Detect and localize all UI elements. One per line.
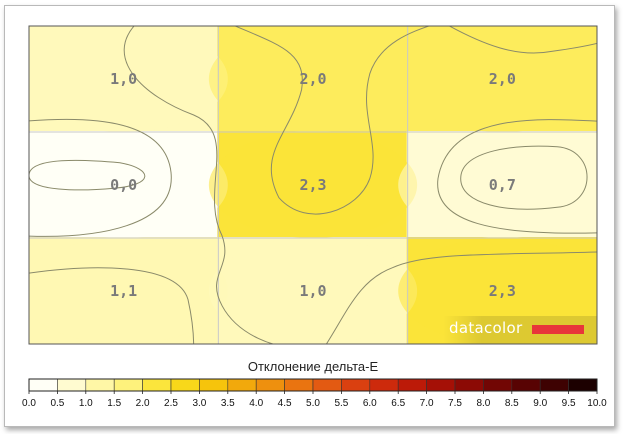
colorbar-tick-label: 6.0 bbox=[363, 398, 377, 409]
colorbar-swatch bbox=[227, 378, 257, 392]
colorbar-tick-label: 2.5 bbox=[164, 398, 178, 409]
colorbar-tick-label: 1.5 bbox=[107, 398, 121, 409]
cell-value-label: 1,1 bbox=[110, 282, 137, 300]
colorbar-tick-label: 3.5 bbox=[221, 398, 235, 409]
contour-line bbox=[437, 119, 597, 234]
colorbar-tick-label: 5.0 bbox=[306, 398, 320, 409]
colorbar-tick-label: 10.0 bbox=[587, 398, 607, 409]
colorbar-swatch bbox=[426, 378, 456, 392]
cell-value-label: 2,3 bbox=[489, 282, 516, 300]
colorbar-swatch bbox=[341, 378, 371, 392]
contour-line bbox=[29, 118, 172, 237]
heatmap-blob bbox=[29, 132, 228, 238]
colorbar-swatch bbox=[255, 378, 285, 392]
colorbar-tick-label: 3.0 bbox=[192, 398, 206, 409]
plot-area: 1,0 2,0 2,0 0,0 2,3 0,7 1,1 1,0 2,3 datacolor bbox=[29, 26, 597, 344]
heatmap-chart: 1,0 2,0 2,0 0,0 2,3 0,7 1,1 1,0 2,3 datacolor От… bbox=[22, 25, 607, 409]
colorbar-swatch bbox=[483, 378, 513, 392]
colorbar-swatch bbox=[539, 378, 569, 392]
grid-lines bbox=[29, 26, 597, 344]
watermark-bar bbox=[532, 325, 584, 334]
datacolor-watermark: datacolor bbox=[443, 316, 597, 344]
colorbar-swatch bbox=[511, 378, 541, 392]
colorbar-swatch bbox=[568, 378, 598, 392]
cell-value-label: 0,0 bbox=[110, 176, 137, 194]
heatmap-blob bbox=[398, 132, 597, 238]
cell-value-label: 0,7 bbox=[489, 176, 516, 194]
heatmap-blob bbox=[208, 238, 418, 344]
contour-line bbox=[460, 145, 588, 210]
colorbar-swatch bbox=[142, 378, 172, 392]
colorbar-swatch bbox=[312, 378, 342, 392]
heatmap-blob bbox=[29, 238, 228, 344]
colorbar-swatch bbox=[85, 378, 115, 392]
colorbar-swatch bbox=[199, 378, 229, 392]
watermark-text: datacolor bbox=[449, 319, 523, 337]
colorbar-tick-label: 0.5 bbox=[50, 398, 64, 409]
colorbar: 0.0 0.5 1.0 1.5 2.0 2.5 3.0 3.5 4.0 4.5 5.0 5.5 6.0 6… bbox=[22, 378, 607, 409]
colorbar-tick-label: 5.5 bbox=[334, 398, 348, 409]
contour-line bbox=[29, 159, 146, 191]
heatmap-blob bbox=[29, 26, 228, 132]
colorbar-swatch bbox=[284, 378, 314, 392]
cell-value-label: 1,0 bbox=[299, 282, 326, 300]
heatmap-blob bbox=[208, 132, 418, 238]
colorbar-tick-label: 1.0 bbox=[79, 398, 93, 409]
colorbar-tick-label: 4.0 bbox=[249, 398, 263, 409]
colorbar-tick-label: 2.0 bbox=[136, 398, 150, 409]
contour-line bbox=[29, 267, 195, 344]
colorbar-swatch bbox=[170, 378, 200, 392]
colorbar-tick-label: 0.0 bbox=[22, 398, 36, 409]
cell-value-label: 2,0 bbox=[489, 70, 516, 88]
cell-labels: 1,0 2,0 2,0 0,0 2,3 0,7 1,1 1,0 2,3 bbox=[110, 70, 516, 300]
cell-value-label: 1,0 bbox=[110, 70, 137, 88]
colorbar-swatch bbox=[113, 378, 143, 392]
chart-frame: 1,0 2,0 2,0 0,0 2,3 0,7 1,1 1,0 2,3 datacolor От… bbox=[4, 5, 615, 427]
cell-value-label: 2,3 bbox=[299, 176, 326, 194]
colorbar-title: Отклонение дельта-E bbox=[248, 359, 379, 374]
colorbar-tick-label: 4.5 bbox=[278, 398, 292, 409]
colorbar-tick-label: 8.5 bbox=[505, 398, 519, 409]
contour-line bbox=[448, 26, 597, 54]
colorbar-tick-label: 6.5 bbox=[391, 398, 405, 409]
plot-border bbox=[28, 25, 598, 345]
contour-line bbox=[233, 26, 431, 215]
contour-lines bbox=[29, 26, 597, 344]
colorbar-tick-label: 7.0 bbox=[420, 398, 434, 409]
heatmap-blob bbox=[208, 26, 418, 132]
colorbar-tick-label: 8.0 bbox=[476, 398, 490, 409]
colorbar-swatch bbox=[28, 378, 58, 392]
heatmap-smoothing bbox=[29, 26, 597, 344]
colorbar-swatch bbox=[454, 378, 484, 392]
colorbar-tick-label: 9.5 bbox=[562, 398, 576, 409]
colorbar-swatch bbox=[57, 378, 87, 392]
colorbar-swatch bbox=[369, 378, 399, 392]
cell-value-label: 2,0 bbox=[299, 70, 326, 88]
contour-line bbox=[325, 251, 597, 344]
colorbar-tick-label: 9.0 bbox=[533, 398, 547, 409]
colorbar-swatch bbox=[397, 378, 427, 392]
colorbar-tick-label: 7.5 bbox=[448, 398, 462, 409]
contour-line bbox=[123, 26, 275, 344]
